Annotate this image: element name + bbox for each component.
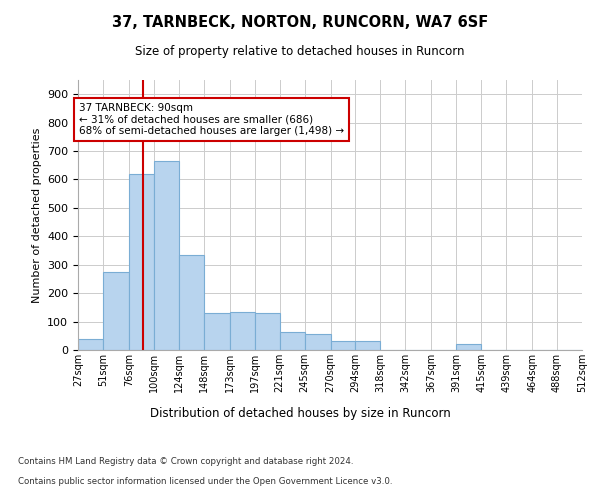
Bar <box>230 312 254 350</box>
Bar <box>154 161 179 350</box>
Bar <box>78 338 103 350</box>
Text: Size of property relative to detached houses in Runcorn: Size of property relative to detached ho… <box>135 45 465 58</box>
Bar <box>179 255 204 350</box>
Text: 37 TARNBECK: 90sqm
← 31% of detached houses are smaller (686)
68% of semi-detach: 37 TARNBECK: 90sqm ← 31% of detached hou… <box>79 102 344 136</box>
Bar <box>456 344 481 350</box>
Bar <box>103 272 129 350</box>
Bar <box>331 342 355 350</box>
Text: 37, TARNBECK, NORTON, RUNCORN, WA7 6SF: 37, TARNBECK, NORTON, RUNCORN, WA7 6SF <box>112 15 488 30</box>
Bar <box>204 313 230 350</box>
Text: Contains HM Land Registry data © Crown copyright and database right 2024.: Contains HM Land Registry data © Crown c… <box>18 458 353 466</box>
Y-axis label: Number of detached properties: Number of detached properties <box>32 128 41 302</box>
Bar <box>355 342 380 350</box>
Text: Contains public sector information licensed under the Open Government Licence v3: Contains public sector information licen… <box>18 478 392 486</box>
Bar <box>129 174 154 350</box>
Text: Distribution of detached houses by size in Runcorn: Distribution of detached houses by size … <box>149 408 451 420</box>
Bar <box>254 313 280 350</box>
Bar <box>280 332 305 350</box>
Bar <box>305 334 331 350</box>
